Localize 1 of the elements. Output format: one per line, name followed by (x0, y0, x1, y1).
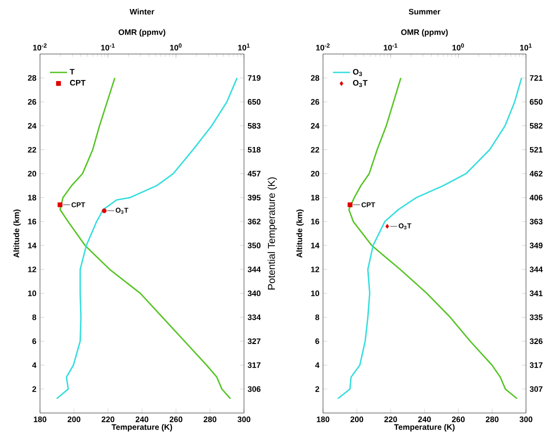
y2-axis-title: Potential Temperature (K) (268, 177, 277, 290)
